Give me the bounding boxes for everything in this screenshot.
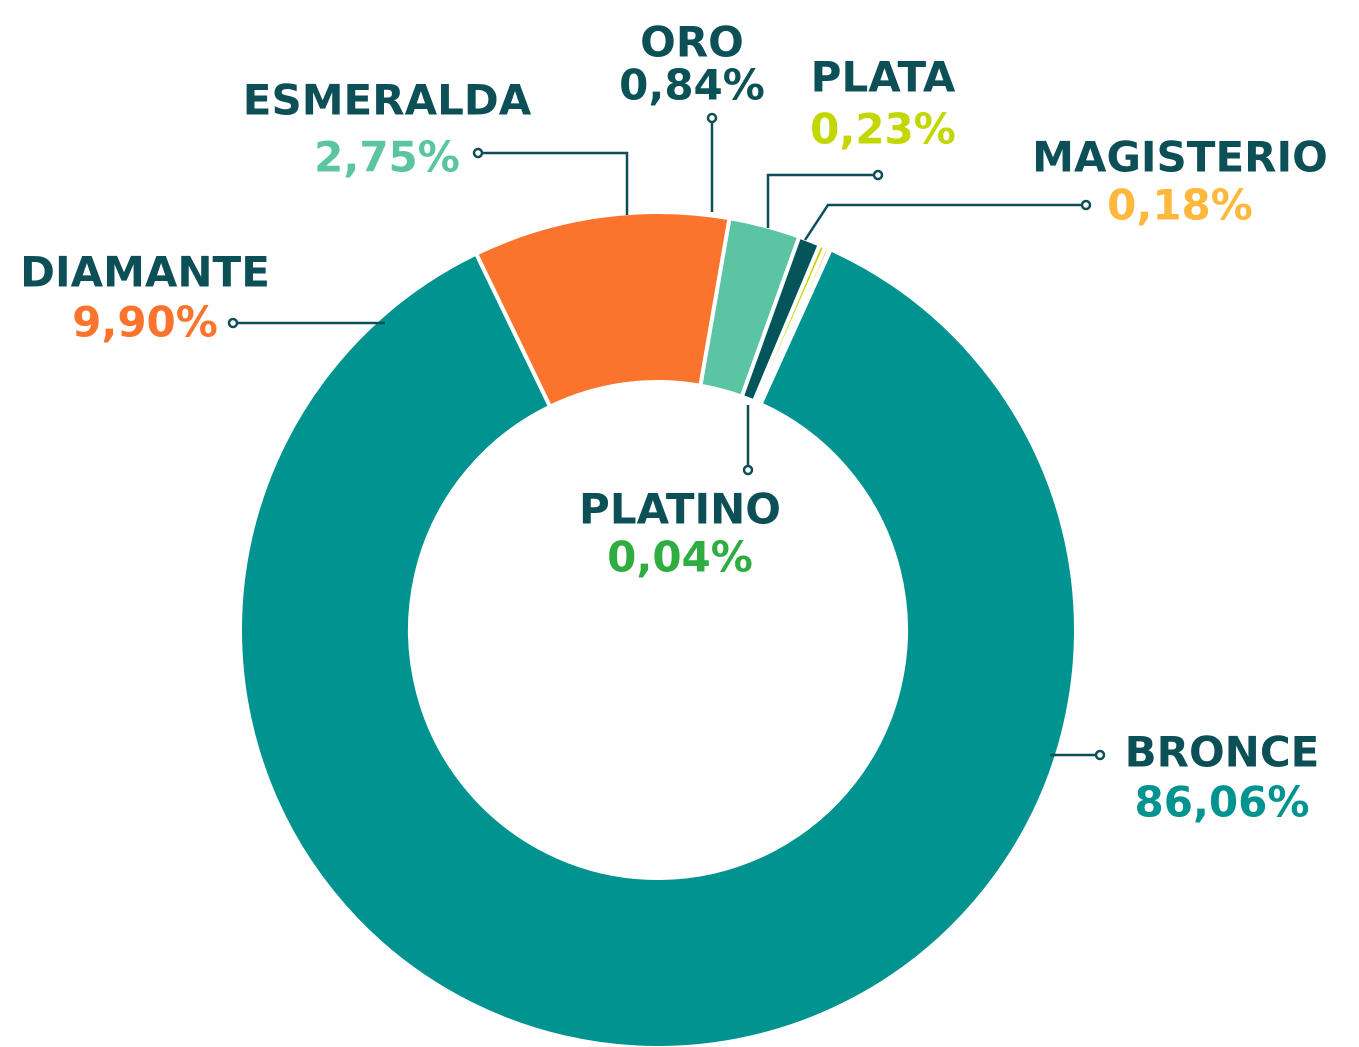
donut-slice <box>757 246 834 407</box>
slice-value-label: 2,75% <box>314 133 460 182</box>
slice-value-label: 0,18% <box>1107 181 1253 230</box>
leader-dot <box>472 147 484 159</box>
leader-dot <box>1080 199 1092 211</box>
leader-dot <box>742 464 754 476</box>
slice-value-label: 9,90% <box>72 298 218 347</box>
leader-dot <box>1094 749 1106 761</box>
leader-line <box>803 203 1086 241</box>
leader-line <box>478 151 629 215</box>
slice-name: ORO <box>640 18 744 67</box>
slice-name: PLATINO <box>579 485 781 534</box>
slice-value-label: 0,23% <box>810 105 956 154</box>
slice-value-label: 86,06% <box>1135 778 1310 827</box>
leader-line <box>766 173 878 228</box>
slice-name: PLATA <box>811 53 956 102</box>
slice-name: MAGISTERIO <box>1032 133 1328 182</box>
slice-value-label: 0,04% <box>607 533 753 582</box>
leader-dot <box>872 169 884 181</box>
slice-name: ESMERALDA <box>243 76 532 125</box>
donut-slice <box>238 246 1078 1047</box>
slice-name: BRONCE <box>1125 728 1320 777</box>
slice-name: DIAMANTE <box>20 248 270 297</box>
leader-dot <box>706 112 718 124</box>
leader-dot <box>227 317 239 329</box>
slice-value-label: 0,84% <box>619 61 765 110</box>
